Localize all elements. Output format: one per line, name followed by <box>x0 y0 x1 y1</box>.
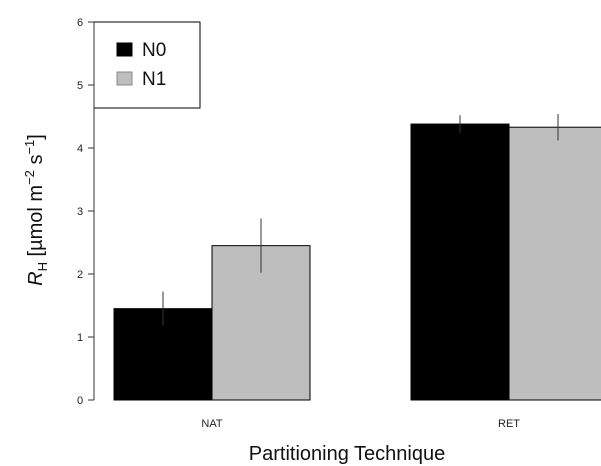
legend-swatch-n0 <box>116 42 133 57</box>
y-tick-label: 1 <box>77 332 83 344</box>
y-tick-label: 2 <box>77 269 83 281</box>
bars <box>113 123 601 401</box>
x-axis: NAT RET <box>201 418 520 430</box>
y-tick-label: 0 <box>77 395 83 407</box>
y-tick-label: 6 <box>77 17 83 29</box>
y-tick-label: 5 <box>77 80 83 92</box>
y-axis-title: RH [µmol m−2 s−1] <box>22 134 50 286</box>
bar-n0-ret <box>410 123 510 401</box>
x-axis-title: Partitioning Technique <box>249 443 445 465</box>
y-tick-label: 4 <box>77 143 83 155</box>
legend-label-n1: N1 <box>142 69 166 90</box>
error-bars <box>162 113 559 326</box>
y-axis-exponent-2: −1 <box>22 140 37 155</box>
y-axis-subscript: H <box>35 262 50 271</box>
legend-box <box>93 21 201 109</box>
y-axis: 0 1 2 3 4 5 6 <box>77 17 95 407</box>
legend-swatch-n1 <box>116 71 133 86</box>
y-axis-symbol: R <box>25 271 47 285</box>
bar-n1-ret <box>508 126 601 401</box>
x-category-label: RET <box>498 418 520 430</box>
legend-label-n0: N0 <box>142 40 166 61</box>
y-axis-exponent-1: −2 <box>22 170 37 185</box>
y-axis-unit-close: ] <box>25 134 47 140</box>
y-axis-unit-open: [µmol m <box>25 185 47 262</box>
y-tick-label: 3 <box>77 206 83 218</box>
y-axis-unit-mid: s <box>25 155 47 171</box>
x-category-label: NAT <box>201 418 222 430</box>
